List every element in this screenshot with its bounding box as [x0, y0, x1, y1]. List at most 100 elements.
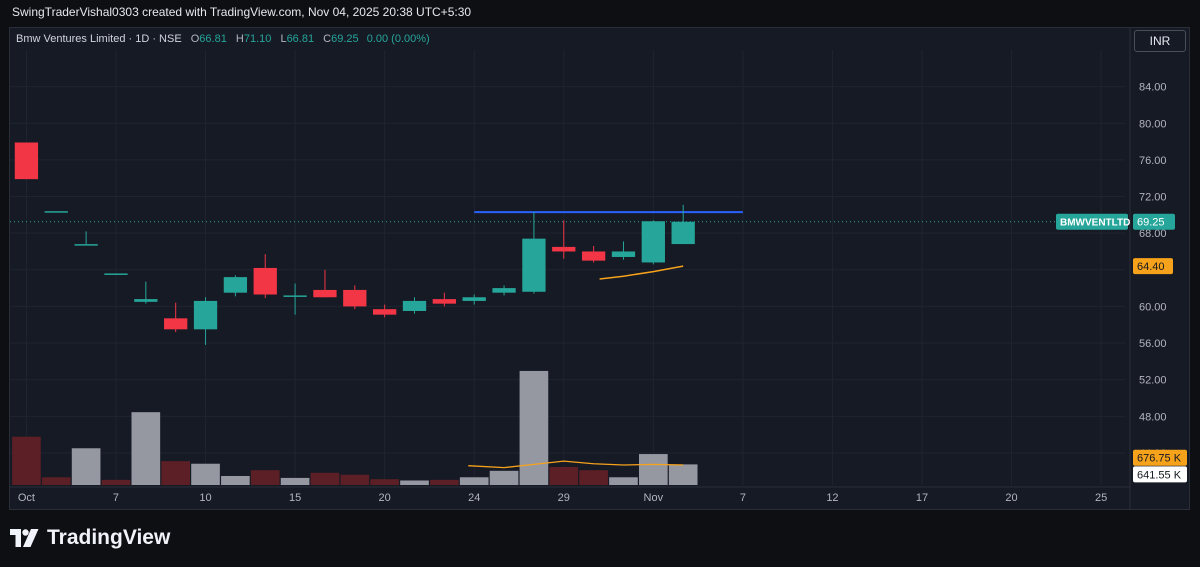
- volume-bar: [12, 436, 41, 485]
- tradingview-logo-icon: [10, 529, 39, 547]
- volume-bar: [131, 412, 161, 485]
- x-tick-label: 20: [1005, 492, 1017, 504]
- currency-button[interactable]: INR: [1134, 30, 1186, 52]
- candle-body: [313, 289, 337, 298]
- candle: [581, 245, 606, 263]
- y-tick-label: 60.00: [1139, 301, 1167, 313]
- candle-body: [253, 267, 277, 295]
- volume-bar: [400, 480, 429, 485]
- candle-body: [104, 273, 128, 275]
- y-tick-label: 52.00: [1139, 375, 1167, 387]
- candle: [462, 294, 486, 305]
- volume-bar: [41, 477, 71, 485]
- legend-open-value: 66.81: [199, 33, 227, 45]
- candle: [193, 297, 218, 345]
- volume-bar: [668, 464, 698, 485]
- legend-symbol: Bmw Ventures Limited · 1D · NSE: [16, 33, 182, 45]
- volume-ma-tag: 676.75 K: [1137, 453, 1182, 465]
- candle: [552, 220, 576, 259]
- candle-body: [402, 300, 427, 311]
- x-tick-label: 15: [289, 492, 301, 504]
- volume-bar: [430, 479, 459, 485]
- y-tick-label: 48.00: [1139, 411, 1167, 423]
- x-tick-label: Oct: [18, 492, 35, 504]
- moving-average-line: [599, 265, 684, 280]
- candle-body: [432, 299, 456, 304]
- candle: [641, 220, 665, 265]
- candle-body: [492, 288, 516, 293]
- x-tick-label: 7: [113, 492, 119, 504]
- candle: [14, 142, 39, 180]
- candle: [44, 211, 68, 213]
- candle: [611, 241, 636, 260]
- candle: [74, 231, 98, 246]
- y-tick-label: 76.00: [1139, 155, 1167, 167]
- x-tick-label: 12: [826, 492, 838, 504]
- chart-attribution: SwingTraderVishal0303 created with Tradi…: [12, 5, 472, 19]
- x-tick-label: 20: [379, 492, 391, 504]
- volume-bar: [370, 479, 399, 485]
- y-tick-label: 68.00: [1139, 228, 1167, 240]
- candle-body: [164, 318, 188, 330]
- chart-overlays: [10, 211, 1125, 469]
- symbol-tag: BMWVENTLTD: [1060, 218, 1130, 229]
- tradingview-logo[interactable]: TradingView: [10, 526, 170, 550]
- candle: [343, 285, 367, 310]
- candlesticks: [14, 142, 695, 345]
- volume-bar: [280, 477, 310, 485]
- volume-bar: [549, 466, 579, 485]
- y-tick-label: 56.00: [1139, 338, 1167, 350]
- y-tick-label: 84.00: [1139, 82, 1167, 94]
- volume-bar: [161, 461, 191, 485]
- volume-bar: [101, 479, 131, 485]
- candle: [283, 283, 307, 315]
- volume-bar: [310, 472, 340, 485]
- x-tick-label: Nov: [644, 492, 664, 504]
- volume-tag-bg: [1133, 466, 1187, 483]
- last-price-tag-bg: [1133, 213, 1175, 230]
- candle: [522, 212, 546, 294]
- candle: [134, 281, 158, 304]
- y-tick-label: 80.00: [1139, 118, 1167, 130]
- candle-body: [193, 300, 218, 330]
- candle-body: [343, 289, 367, 307]
- candle-body: [671, 221, 695, 245]
- x-tick-label: 10: [199, 492, 211, 504]
- volume-bar: [250, 470, 280, 485]
- candle: [492, 285, 516, 296]
- volume-bar: [459, 477, 489, 485]
- volume-bars: [12, 370, 698, 485]
- volume-bar: [221, 475, 250, 485]
- candle-body: [641, 221, 665, 263]
- symbol-legend[interactable]: Bmw Ventures Limited · 1D · NSE O66.81 H…: [16, 33, 430, 45]
- x-tick-label: 7: [740, 492, 746, 504]
- x-tick-label: 25: [1095, 492, 1107, 504]
- candle-body: [373, 309, 397, 315]
- y-tick-label: 72.00: [1139, 192, 1167, 204]
- volume-ma-line: [468, 460, 684, 469]
- candle-body: [581, 251, 606, 261]
- legend-change: 0.00 (0.00%): [366, 33, 430, 45]
- ma-value-tag: 64.40: [1137, 261, 1165, 273]
- x-tick-label: 24: [468, 492, 480, 504]
- candle: [104, 273, 128, 275]
- candle: [432, 292, 456, 307]
- volume-bar: [579, 470, 608, 485]
- volume-bar: [609, 477, 638, 485]
- candle: [223, 275, 248, 297]
- candle: [253, 254, 277, 299]
- candle-body: [14, 142, 39, 180]
- legend-close-label: C: [323, 33, 332, 45]
- candle-body: [552, 246, 576, 252]
- candle: [671, 204, 695, 245]
- candle-body: [611, 251, 636, 257]
- volume-bar: [340, 474, 370, 485]
- volume-bar: [489, 470, 519, 485]
- candle-body: [74, 244, 98, 246]
- candle: [313, 269, 337, 298]
- candle-body: [223, 277, 248, 293]
- volume-ma-tag-bg: [1133, 449, 1187, 466]
- x-tick-label: 29: [558, 492, 570, 504]
- candle-body: [134, 299, 158, 302]
